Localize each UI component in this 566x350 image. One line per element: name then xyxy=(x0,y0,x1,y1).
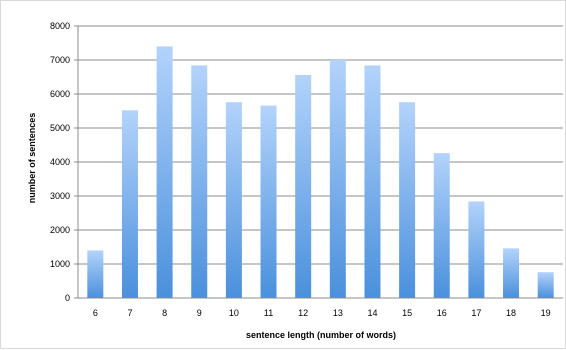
bar-13 xyxy=(329,60,346,298)
x-tick-label: 6 xyxy=(93,308,98,318)
y-tick-label: 7000 xyxy=(50,55,70,65)
x-tick-label: 8 xyxy=(162,308,167,318)
y-tick-label: 0 xyxy=(65,293,70,303)
x-tick-label: 19 xyxy=(541,308,551,318)
bars xyxy=(87,46,554,299)
x-tick-labels: 6 7 8 9 10 11 12 13 14 15 16 17 18 19 xyxy=(93,308,551,318)
x-tick-label: 15 xyxy=(402,308,412,318)
bar-17 xyxy=(468,201,485,298)
x-tick-label: 13 xyxy=(333,308,343,318)
x-tick-label: 17 xyxy=(471,308,481,318)
y-tick-label: 6000 xyxy=(50,89,70,99)
x-tick-label: 7 xyxy=(127,308,132,318)
bar-12 xyxy=(295,74,312,299)
gridlines xyxy=(74,25,563,299)
y-tick-label: 8000 xyxy=(50,21,70,31)
x-tick-label: 12 xyxy=(298,308,308,318)
bar-9 xyxy=(191,65,208,298)
bar-7 xyxy=(121,110,138,298)
y-tick-labels: 0 1000 2000 3000 4000 5000 6000 7000 8000 xyxy=(50,21,70,303)
bar-6 xyxy=(87,250,104,298)
y-tick-label: 5000 xyxy=(50,123,70,133)
bar-18 xyxy=(503,248,520,298)
x-tick-label: 18 xyxy=(506,308,516,318)
axes xyxy=(77,26,563,299)
y-tick-label: 3000 xyxy=(50,191,70,201)
y-axis-title: number of sentences xyxy=(27,113,37,204)
x-tick-label: 11 xyxy=(264,308,273,318)
y-tick-label: 4000 xyxy=(50,157,70,167)
bar-11 xyxy=(260,105,277,298)
y-tick-label: 2000 xyxy=(50,225,70,235)
x-tick-label: 10 xyxy=(229,308,239,318)
bar-19 xyxy=(537,272,554,298)
x-tick-label: 9 xyxy=(197,308,202,318)
bar-16 xyxy=(433,153,450,298)
bar-10 xyxy=(225,102,242,298)
x-tick-label: 16 xyxy=(437,308,447,318)
y-tick-label: 1000 xyxy=(50,259,70,269)
bar-14 xyxy=(364,65,381,298)
x-axis-title: sentence length (number of words) xyxy=(246,330,396,340)
x-tick-label: 14 xyxy=(367,308,377,318)
bar-15 xyxy=(399,102,416,298)
bar-8 xyxy=(156,46,173,299)
